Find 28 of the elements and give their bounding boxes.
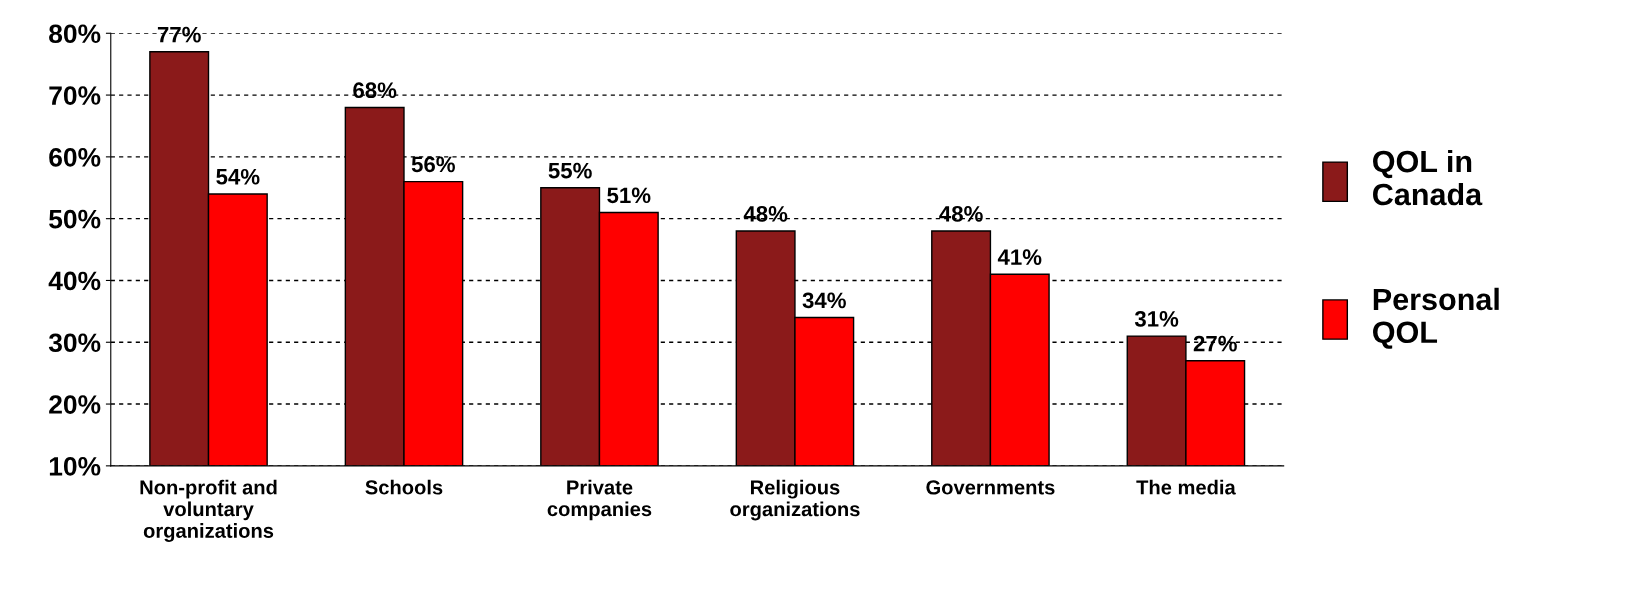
- y-tick-label: 30%: [48, 333, 101, 353]
- y-tick-label: 70%: [49, 86, 101, 105]
- data-label: 31%: [1134, 311, 1179, 327]
- legend-label: Personal QOL: [1373, 287, 1499, 349]
- x-tick-label: Non-profit and voluntary organizations: [140, 479, 277, 542]
- y-tick-label: 60%: [49, 148, 101, 167]
- x-tick-label: The media: [1136, 479, 1236, 495]
- x-tick-label: Governments: [926, 480, 1055, 495]
- y-tick-label: 40%: [48, 271, 101, 291]
- data-label: 68%: [353, 82, 397, 99]
- data-label: 27%: [1193, 335, 1237, 352]
- data-label: 51%: [607, 187, 651, 204]
- y-tick-label: 20%: [49, 395, 101, 414]
- data-label: 55%: [548, 162, 592, 179]
- y-tick-label: 50%: [49, 209, 101, 229]
- data-label: 54%: [216, 168, 260, 185]
- x-tick-label: Religious organizations: [730, 479, 860, 521]
- x-tick-label: Private companies: [547, 479, 652, 521]
- x-tick-label: Schools: [365, 479, 443, 495]
- legend-label: QOL in Canada: [1373, 149, 1483, 206]
- data-label: 48%: [743, 205, 788, 222]
- data-label: 56%: [411, 156, 455, 173]
- y-tick-label: 10%: [49, 456, 101, 476]
- y-tick-label: 80%: [49, 24, 101, 44]
- data-label: 77%: [157, 26, 201, 43]
- data-label: 48%: [939, 205, 983, 222]
- data-label: 34%: [802, 292, 846, 309]
- data-label: 41%: [997, 249, 1042, 265]
